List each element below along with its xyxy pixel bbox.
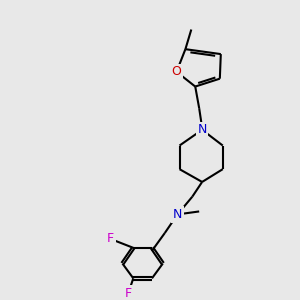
Text: F: F (125, 286, 132, 300)
Text: F: F (107, 232, 114, 245)
Text: N: N (197, 123, 207, 136)
Text: N: N (173, 208, 182, 221)
Text: O: O (172, 65, 182, 78)
